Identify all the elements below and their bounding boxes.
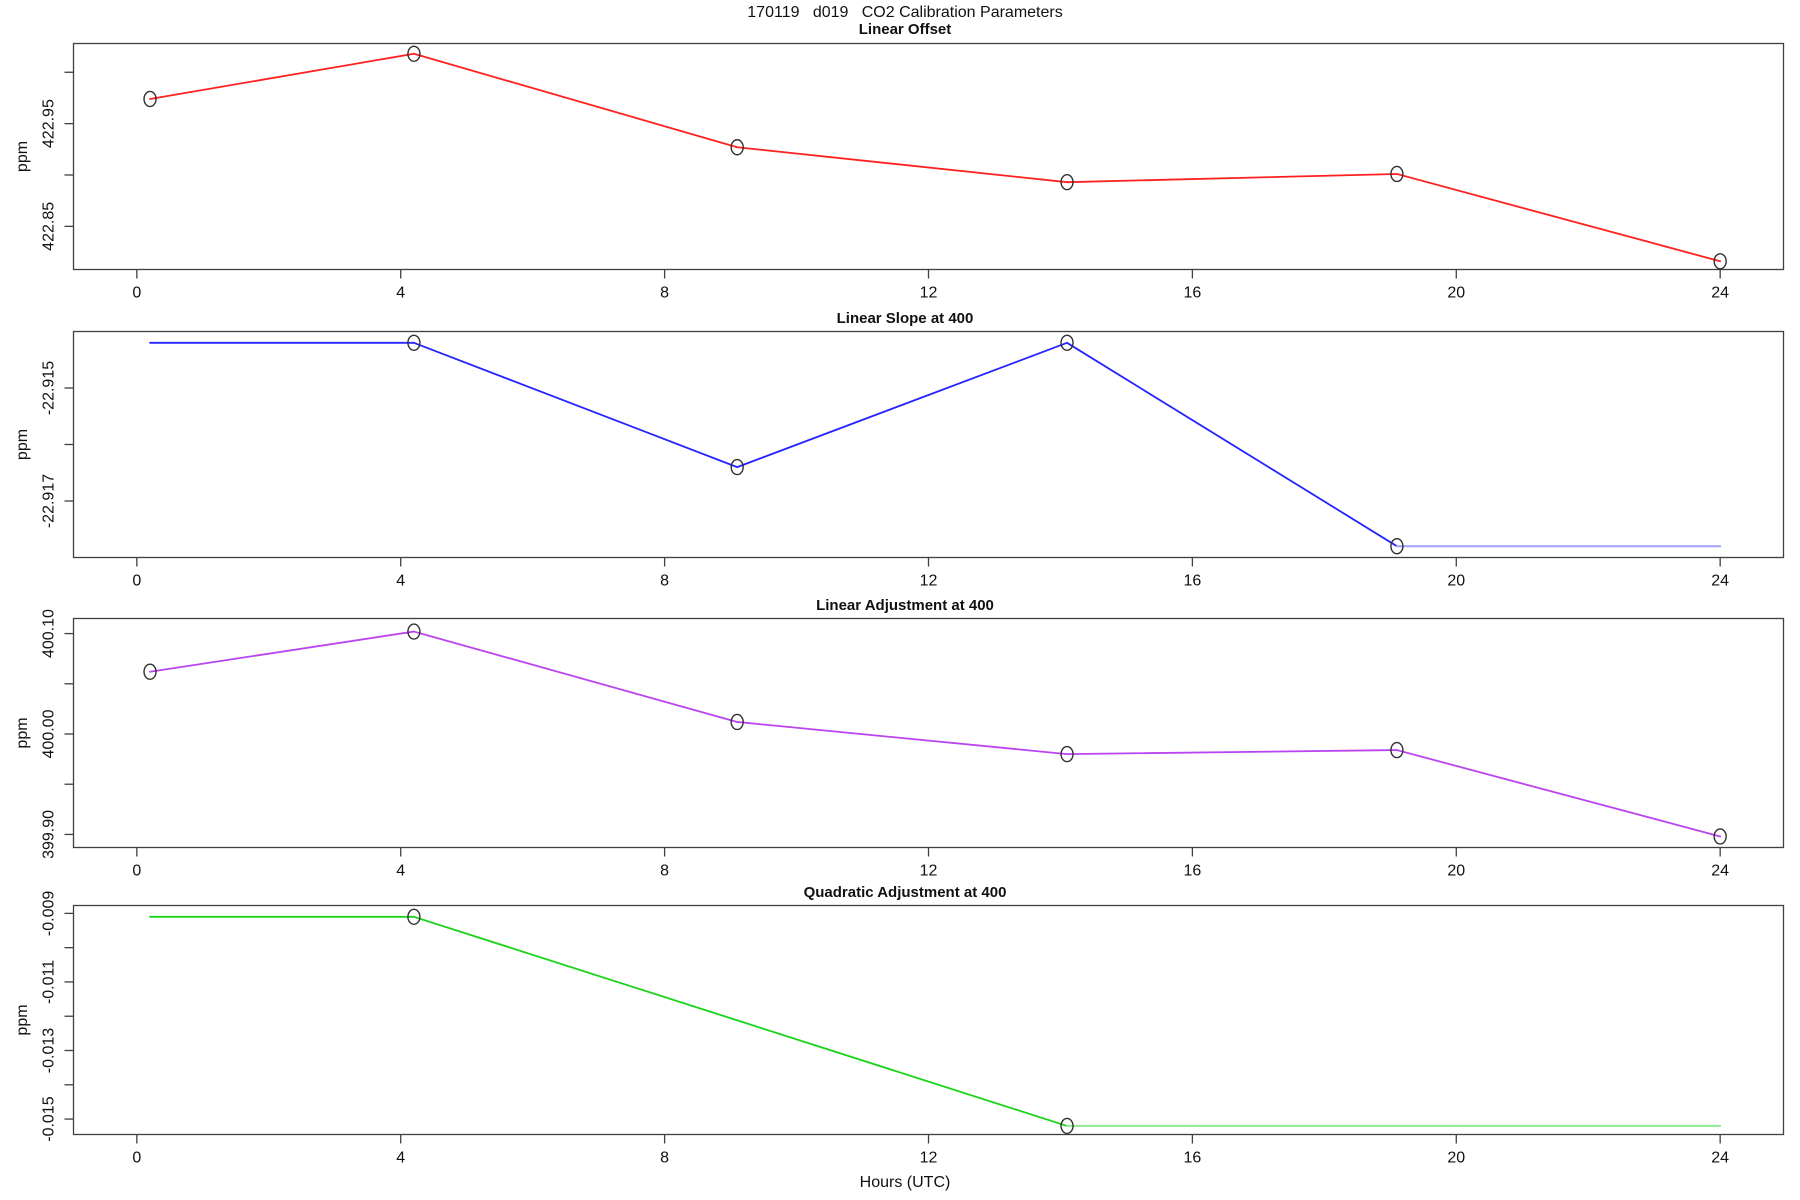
x-tick-label: 8: [660, 1150, 669, 1167]
x-tick-label: 0: [132, 285, 141, 302]
y-axis-unit-label: ppm: [14, 141, 31, 172]
series-line-segment: [1066, 173, 1398, 184]
data-point-marker: [1060, 1117, 1074, 1135]
series-line-segment: [1396, 173, 1722, 263]
data-point-marker: [1713, 828, 1727, 845]
x-tick-label: 20: [1447, 1150, 1465, 1167]
data-point-marker: [143, 663, 157, 680]
panel-title-linear-slope: Linear Slope at 400: [836, 310, 974, 327]
x-axis-title: Hours (UTC): [859, 1174, 951, 1191]
x-tick-label: 4: [396, 573, 405, 590]
y-tick-label: -0.015: [41, 1096, 58, 1141]
x-tick-label: 20: [1447, 863, 1465, 880]
series-line-segment: [1066, 341, 1398, 548]
x-tick-label: 4: [396, 863, 405, 880]
y-tick-label: 422.85: [41, 202, 58, 251]
data-point-marker: [143, 90, 157, 108]
data-point-marker: [1390, 165, 1404, 183]
x-tick-label: 12: [920, 1150, 938, 1167]
x-tick-label: 16: [1183, 863, 1201, 880]
x-tick-label: 4: [396, 1150, 405, 1167]
x-tick-label: 24: [1711, 1150, 1729, 1167]
y-axis-unit-label: ppm: [14, 1004, 31, 1035]
x-tick-label: 16: [1183, 573, 1201, 590]
series-line-segment: [413, 915, 1068, 1127]
y-tick-label: 400.00: [41, 709, 58, 758]
x-tick-label: 8: [660, 573, 669, 590]
main-title: 170119 d019 CO2 Calibration Parameters: [747, 4, 1063, 21]
series-line-segment: [413, 341, 739, 469]
series-line-segment: [413, 52, 739, 149]
series-line-segment: [1066, 749, 1398, 755]
data-point-marker: [730, 458, 744, 476]
series-line-segment: [149, 52, 415, 100]
x-tick-label: 20: [1447, 573, 1465, 590]
x-tick-label: 0: [132, 573, 141, 590]
series-line-segment: [736, 341, 1068, 469]
x-tick-label: 12: [920, 573, 938, 590]
plot-box: [72, 904, 1785, 1136]
y-tick-label: -22.917: [41, 474, 58, 528]
plot-box: [72, 330, 1785, 559]
plot-box: [72, 42, 1785, 271]
series-line-segment: [736, 146, 1068, 184]
x-tick-label: 16: [1183, 1150, 1201, 1167]
x-tick-label: 24: [1711, 573, 1729, 590]
series-line-segment: [1396, 749, 1722, 838]
plot-box: [72, 617, 1785, 849]
x-tick-label: 12: [920, 863, 938, 880]
y-tick-label: -0.009: [41, 891, 58, 936]
x-tick-label: 0: [132, 863, 141, 880]
x-tick-label: 24: [1711, 863, 1729, 880]
data-point-marker: [730, 713, 744, 731]
data-point-marker: [407, 908, 421, 926]
x-tick-label: 12: [920, 285, 938, 302]
data-point-marker: [407, 623, 421, 640]
x-tick-label: 16: [1183, 285, 1201, 302]
series-line-segment: [149, 630, 415, 673]
y-tick-label: -22.915: [41, 361, 58, 415]
series-line-segment: [736, 721, 1068, 755]
y-tick-label: -0.013: [41, 1028, 58, 1073]
panel-title-quadratic-adjustment: Quadratic Adjustment at 400: [803, 884, 1007, 901]
data-point-marker: [1060, 334, 1074, 351]
data-point-marker: [1390, 538, 1404, 555]
data-point-marker: [1390, 741, 1404, 759]
panel-title-linear-offset: Linear Offset: [858, 21, 952, 38]
y-tick-label: 400.10: [41, 609, 58, 658]
x-tick-label: 24: [1711, 285, 1729, 302]
panel-title-linear-adjustment: Linear Adjustment at 400: [816, 597, 994, 614]
data-point-marker: [730, 139, 744, 156]
x-tick-label: 8: [660, 285, 669, 302]
x-tick-label: 0: [132, 1150, 141, 1167]
x-tick-label: 20: [1447, 285, 1465, 302]
y-tick-label: 399.90: [41, 810, 58, 859]
series-line-segment: [413, 630, 739, 723]
data-point-marker: [407, 334, 421, 351]
x-tick-label: 8: [660, 863, 669, 880]
data-point-marker: [407, 45, 421, 62]
y-tick-label: -0.011: [41, 960, 58, 1004]
y-tick-label: 422.95: [41, 99, 58, 148]
y-axis-unit-label: ppm: [14, 429, 31, 460]
data-point-marker: [1060, 173, 1074, 191]
data-point-marker: [1060, 745, 1074, 763]
y-axis-unit-label: ppm: [14, 717, 31, 748]
x-tick-label: 4: [396, 285, 405, 302]
data-point-marker: [1713, 253, 1727, 270]
